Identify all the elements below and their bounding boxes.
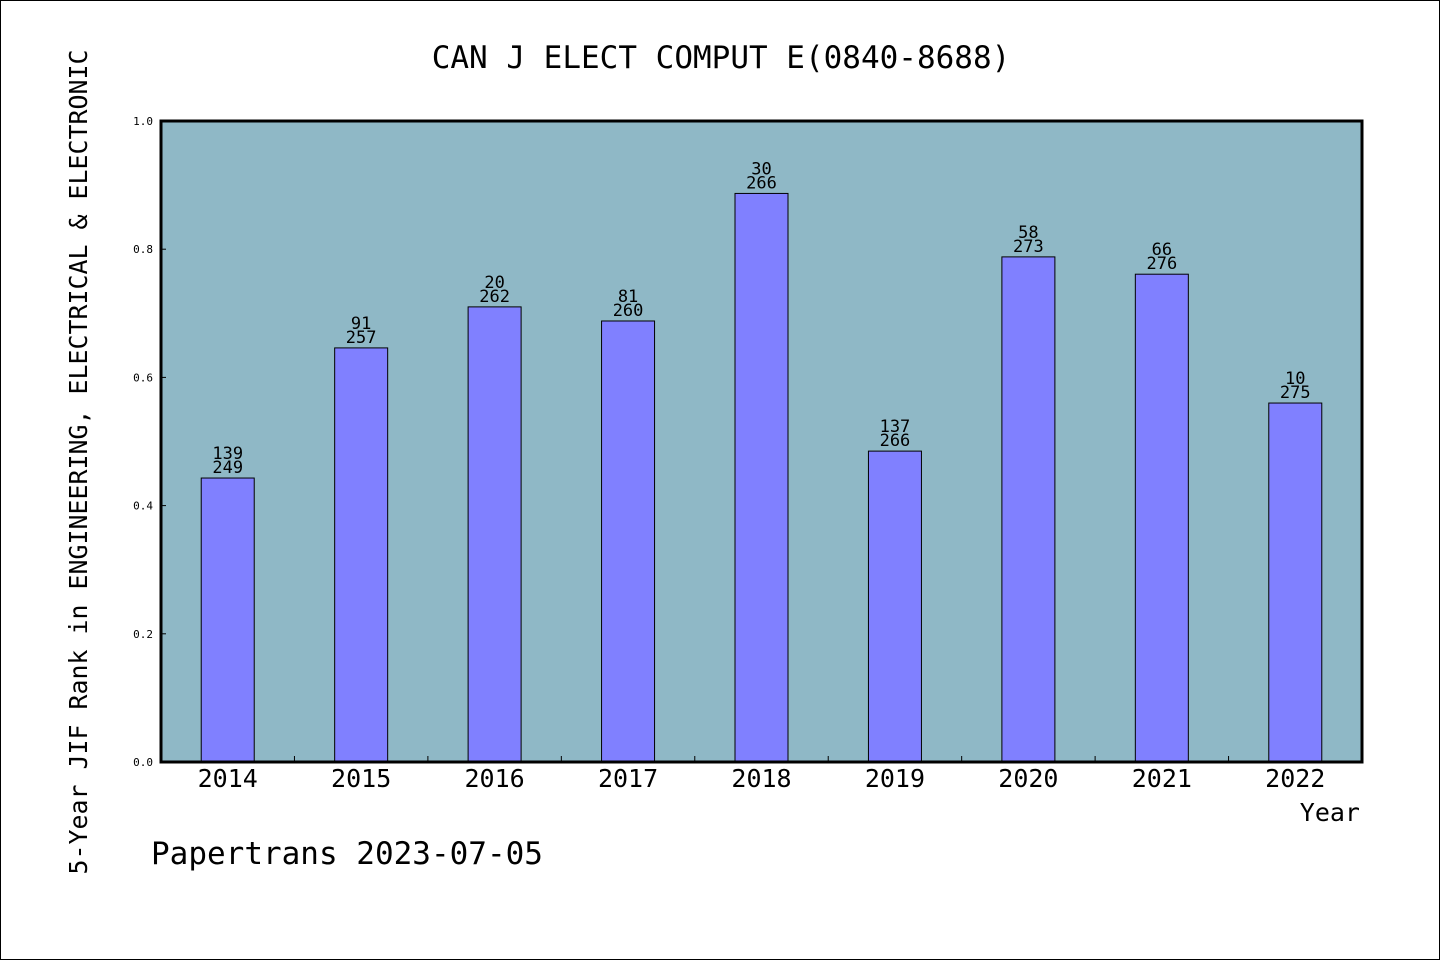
plot-border — [159, 119, 1364, 764]
bar-rank-label: 58 — [1018, 223, 1038, 243]
bar-total-label: 266 — [746, 173, 777, 193]
bar-rank-label: 139 — [212, 444, 243, 464]
x-tick-label: 2020 — [998, 764, 1058, 793]
bar — [734, 192, 789, 763]
bar — [601, 320, 656, 763]
y-axis-label: 5-Year JIF Rank in ENGINEERING, ELECTRIC… — [64, 50, 93, 875]
bar — [467, 306, 522, 763]
source-footer: Papertrans 2023-07-05 — [151, 836, 543, 872]
x-tick-label: 2021 — [1132, 764, 1192, 793]
bar-rank-label: 30 — [751, 159, 771, 179]
chart-title: CAN J ELECT COMPUT E(0840-8688) — [432, 40, 1011, 76]
x-axis-label: Year — [1300, 798, 1360, 827]
bar — [1134, 273, 1189, 763]
bar — [334, 347, 389, 763]
bar-rank-label: 81 — [618, 287, 638, 307]
bar-rank-label: 20 — [484, 273, 504, 293]
bar-rank-label: 91 — [351, 314, 371, 334]
x-tick-label: 2014 — [198, 764, 258, 793]
y-tick-label: 0.0 — [133, 756, 153, 769]
bar-rank-label: 10 — [1285, 369, 1305, 389]
x-axis: 2014 2015 2016 2017 2018 2019 2020 2021 2022 — [198, 756, 1325, 793]
y-axis: 0.0 0.2 0.4 0.6 0.8 1.0 — [133, 115, 166, 769]
y-tick-label: 0.6 — [133, 371, 153, 384]
bar — [200, 477, 255, 763]
bar-total-label: 275 — [1280, 383, 1311, 403]
x-tick-label: 2016 — [465, 764, 525, 793]
bar-total-label: 266 — [880, 431, 911, 451]
bar-total-label: 257 — [346, 328, 377, 348]
bar — [1268, 402, 1323, 763]
bar-total-label: 260 — [613, 301, 644, 321]
y-tick-label: 0.2 — [133, 628, 153, 641]
y-tick-label: 0.8 — [133, 243, 153, 256]
bar-group — [200, 192, 1323, 763]
x-tick-label: 2017 — [598, 764, 658, 793]
y-tick-label: 0.4 — [133, 500, 153, 513]
x-tick-label: 2019 — [865, 764, 925, 793]
bar-total-label: 276 — [1146, 254, 1177, 274]
x-tick-label: 2018 — [731, 764, 791, 793]
bar-total-label: 262 — [479, 287, 510, 307]
bar-rank-label: 137 — [880, 417, 911, 437]
bar-rank-label: 66 — [1152, 240, 1172, 260]
x-tick-label: 2022 — [1265, 764, 1325, 793]
x-tick-label: 2015 — [331, 764, 391, 793]
y-tick-label: 1.0 — [133, 115, 153, 128]
bar — [867, 450, 922, 763]
bar — [1001, 256, 1056, 763]
bar-total-label: 273 — [1013, 237, 1044, 257]
bar-total-label: 249 — [212, 458, 243, 478]
